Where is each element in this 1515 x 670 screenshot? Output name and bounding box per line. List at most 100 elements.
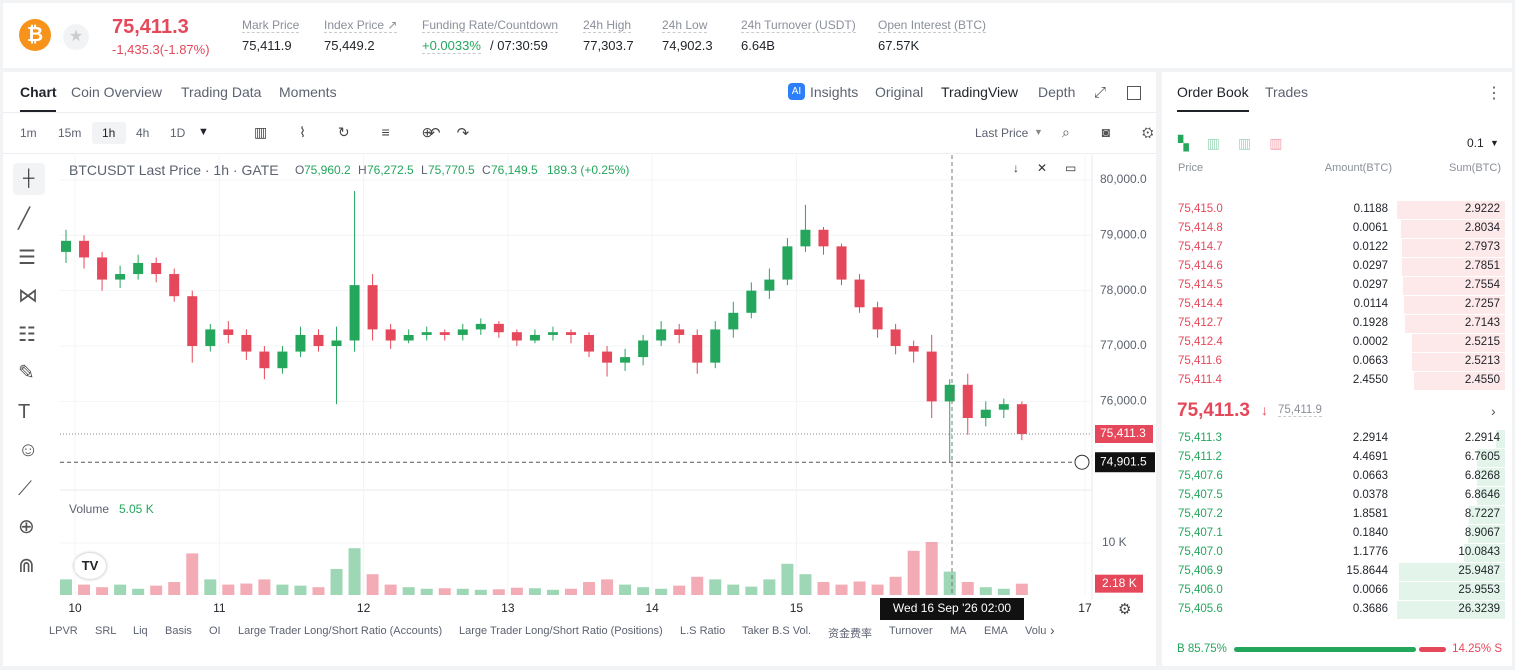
indicator[interactable]: L.S Ratio: [680, 625, 726, 637]
dropdown[interactable]: ▼: [1034, 127, 1043, 137]
tab-underline: [20, 110, 56, 112]
book-amount: 0.0663: [1352, 355, 1388, 367]
indicator[interactable]: Large Trader Long/Short Ratio (Positions…: [459, 625, 663, 637]
book-header: Price: [1178, 162, 1204, 174]
indicator[interactable]: Volu: [1025, 625, 1047, 637]
undo-redo[interactable]: ↶↷: [428, 125, 486, 142]
more[interactable]: ⋮: [1486, 85, 1502, 102]
book-price[interactable]: 75,412.7: [1178, 317, 1223, 329]
tab-underline: [1177, 110, 1249, 112]
book-price[interactable]: 75,414.7: [1178, 241, 1223, 253]
depth-bar: [1469, 506, 1505, 524]
interval[interactable]: 1m: [20, 126, 37, 140]
legend-value: 75,960.2: [304, 163, 351, 177]
legend-value: 75,770.5: [428, 163, 475, 177]
window[interactable]: [1127, 86, 1141, 100]
draw-tool-selected[interactable]: [13, 163, 45, 195]
book-amount: 1.8581: [1352, 508, 1388, 520]
book-price[interactable]: 75,411.6: [1178, 355, 1222, 367]
book-tab[interactable]: Trades: [1265, 84, 1309, 100]
divider: [3, 112, 1156, 113]
book-amount: 0.1840: [1352, 527, 1388, 539]
indicator[interactable]: OI: [209, 625, 221, 637]
settings[interactable]: ⚙: [1118, 601, 1132, 618]
chart-tab[interactable]: Moments: [279, 84, 337, 100]
indicator[interactable]: Taker B.S Vol.: [742, 625, 812, 637]
indicator[interactable]: Large Trader Long/Short Ratio (Accounts): [238, 625, 443, 637]
view-tab[interactable]: TradingView: [941, 84, 1019, 100]
stat-label: 24h High: [583, 18, 632, 33]
book-price[interactable]: 75,407.6: [1178, 470, 1223, 482]
book-amount: 0.0114: [1353, 298, 1388, 310]
book-view-toggles[interactable]: ▚▥▥▥: [1178, 135, 1301, 151]
book-amount: 0.1188: [1353, 203, 1388, 215]
indicator[interactable]: 资金费率: [828, 628, 872, 640]
book-sum: 6.7605: [1464, 451, 1500, 463]
book-price[interactable]: 75,414.8: [1178, 222, 1223, 234]
indicator[interactable]: Turnover: [889, 625, 933, 637]
view-tab[interactable]: Insights: [810, 84, 859, 100]
crosshair-tool[interactable]: ┼: [23, 170, 35, 187]
legend-key: C: [482, 163, 491, 177]
volume-value: 5.05 K: [119, 502, 154, 516]
depth-bar: [1468, 525, 1505, 543]
interval[interactable]: 1h: [102, 126, 116, 140]
book-price[interactable]: 75,406.9: [1178, 565, 1223, 577]
book-sum: 2.5215: [1464, 336, 1500, 348]
view-tab[interactable]: Depth: [1038, 84, 1076, 100]
chart-panel: [3, 72, 1156, 666]
book-price[interactable]: 75,411.2: [1178, 451, 1222, 463]
depth-bar: [1411, 334, 1505, 352]
view-tab[interactable]: Original: [875, 84, 924, 100]
book-price[interactable]: 75,411.4: [1178, 374, 1222, 386]
drawing-tools[interactable]: ╱ ☰ ⋈ ☷ ✎ T ☺ ⟋ ⊕ ⋒: [18, 208, 39, 577]
book-price[interactable]: 75,407.0: [1178, 546, 1223, 558]
toolbar-icons[interactable]: ▥ ⌇ ↻ ≡ ⊕: [254, 124, 448, 140]
stat-value: +0.0033%: [422, 38, 481, 54]
book-price[interactable]: 75,406.0: [1178, 584, 1223, 596]
price-type[interactable]: Last Price: [975, 126, 1029, 140]
indicator[interactable]: Basis: [165, 625, 192, 637]
book-price[interactable]: 75,405.6: [1178, 603, 1223, 615]
book-price[interactable]: 75,407.1: [1178, 527, 1223, 539]
interval[interactable]: 1D: [170, 126, 186, 140]
dropdown[interactable]: ▼: [1490, 138, 1499, 148]
book-price[interactable]: 75,407.2: [1178, 508, 1223, 520]
book-price[interactable]: 75,407.5: [1178, 489, 1223, 501]
depth-bar: [1404, 296, 1505, 314]
book-last: 75,411.3: [1177, 400, 1250, 421]
book-sum: 25.9553: [1458, 584, 1500, 596]
chart-tab[interactable]: Coin Overview: [71, 84, 163, 100]
depth-bar: [1398, 582, 1505, 600]
precision[interactable]: 0.1: [1467, 136, 1484, 150]
tool-icons[interactable]: ⌕ ◙ ⚙: [1062, 124, 1168, 140]
indicator[interactable]: LPVR: [49, 625, 78, 637]
indicator[interactable]: Liq: [133, 625, 148, 637]
chart-controls[interactable]: ↓✕▭: [1013, 161, 1095, 175]
book-price[interactable]: 75,415.0: [1178, 203, 1223, 215]
book-price[interactable]: 75,414.6: [1178, 260, 1223, 272]
book-tab[interactable]: Order Book: [1177, 84, 1249, 100]
stat-value: 74,902.3: [662, 38, 713, 53]
interval[interactable]: 4h: [136, 126, 150, 140]
arrow[interactable]: ›: [1491, 403, 1496, 419]
book-price[interactable]: 75,412.4: [1178, 336, 1223, 348]
book-amount: 2.4550: [1352, 374, 1388, 386]
indicator[interactable]: EMA: [984, 625, 1008, 637]
last-price: 75,411.3: [112, 16, 189, 38]
depth-bar: [1404, 315, 1505, 333]
book-price[interactable]: 75,414.5: [1178, 279, 1223, 291]
book-amount: 0.0002: [1352, 336, 1388, 348]
indicator[interactable]: MA: [950, 625, 967, 637]
favorite[interactable]: ★: [63, 24, 89, 50]
fullscreen[interactable]: ⤢: [1094, 84, 1107, 101]
scroll-arrow[interactable]: ›: [1050, 622, 1055, 638]
book-price[interactable]: 75,414.4: [1178, 298, 1223, 310]
indicator[interactable]: SRL: [95, 625, 117, 637]
interval[interactable]: 15m: [58, 126, 82, 140]
chart-tab[interactable]: Trading Data: [181, 84, 262, 100]
book-price[interactable]: 75,411.3: [1178, 432, 1222, 444]
depth-bar: [1476, 468, 1505, 486]
dropdown[interactable]: ▼: [198, 126, 209, 138]
chart-tab[interactable]: Chart: [20, 84, 57, 100]
